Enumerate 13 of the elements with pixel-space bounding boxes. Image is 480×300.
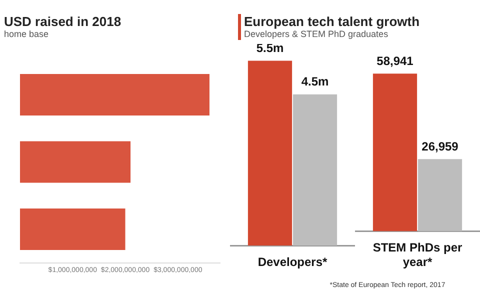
x-tick-label: Developers*: [258, 255, 328, 270]
chart-subtitle: home base: [4, 29, 50, 39]
chart-title: USD raised in 2018: [4, 14, 122, 29]
data-label: 4.5m: [301, 74, 329, 89]
x-tick-label: STEM PhDs per year*: [372, 240, 462, 270]
chart-subtitle: Developers & STEM PhD graduates: [244, 29, 390, 39]
chart-title: European tech talent growth: [244, 14, 420, 29]
bar: [20, 208, 126, 250]
bar: [20, 141, 131, 183]
bar: [20, 74, 210, 116]
data-label: 26,959: [422, 139, 459, 154]
data-label: 58,941: [376, 54, 414, 68]
data-label: 5.5m: [256, 41, 284, 56]
